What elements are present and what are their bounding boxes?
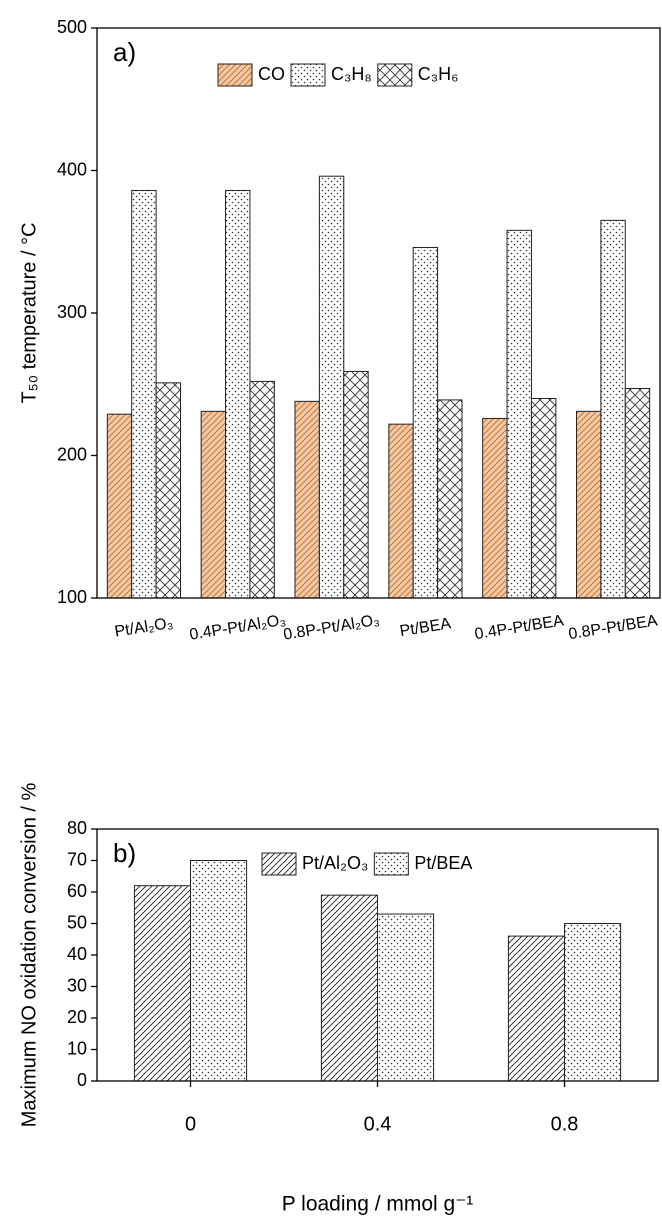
bar [155, 382, 182, 599]
bar [106, 413, 133, 599]
legend-swatch [217, 63, 253, 87]
bar [131, 189, 157, 599]
y-axis-title: T₅₀ temperature / °C [18, 222, 40, 403]
y-tick-label: 80 [67, 818, 87, 838]
y-tick-label: 10 [67, 1038, 87, 1058]
x-tick-label: 0.4P-Pt/BEA [474, 612, 566, 643]
legend-swatch [373, 852, 409, 876]
bar [507, 935, 565, 1082]
bar [200, 410, 227, 599]
y-tick-label: 500 [57, 17, 87, 37]
y-tick-label: 50 [67, 912, 87, 932]
legend-swatch [261, 852, 297, 876]
panel-label: a) [113, 37, 136, 67]
y-tick-label: 60 [67, 881, 87, 901]
bar [377, 913, 435, 1082]
bar [530, 398, 557, 599]
x-tick-label: 0.8P-Pt/Al₂O₃ [282, 612, 381, 644]
bar [133, 885, 191, 1082]
x-tick-label: 0 [185, 1113, 196, 1135]
bar [343, 370, 369, 599]
bar [482, 417, 508, 599]
bar [320, 894, 378, 1082]
x-tick-label: 0.8P-Pt/BEA [567, 612, 659, 643]
y-tick-label: 70 [67, 849, 87, 869]
x-tick-label: 0.4P-Pt/Al₂O₃ [188, 612, 287, 644]
y-tick-label: 400 [57, 159, 87, 179]
x-tick-label: Pt/Al₂O₃ [113, 615, 174, 641]
legend-swatch [377, 63, 413, 87]
bar [506, 229, 532, 599]
x-tick-label: 0.4 [364, 1113, 392, 1135]
bar [600, 219, 626, 599]
y-tick-label: 0 [77, 1070, 87, 1090]
bar [294, 400, 320, 599]
y-tick-label: 100 [57, 587, 87, 607]
bar [318, 175, 345, 599]
panel-label: b) [113, 838, 136, 868]
y-tick-label: 200 [57, 444, 87, 464]
bar [564, 923, 622, 1082]
bar [412, 246, 439, 599]
legend-label: Pt/Al₂O₃ [302, 853, 368, 873]
x-tick-label: 0.8 [551, 1113, 579, 1135]
y-tick-label: 40 [67, 944, 87, 964]
bar [190, 860, 248, 1082]
bar [388, 423, 414, 599]
bar [575, 410, 602, 599]
legend-label: C₃H₆ [418, 64, 459, 84]
y-tick-label: 30 [67, 975, 87, 995]
bar [437, 399, 463, 599]
bar [225, 189, 251, 599]
x-tick-label: Pt/BEA [399, 615, 453, 640]
legend-label: CO [258, 64, 285, 84]
legend-label: C₃H₈ [331, 64, 372, 84]
y-tick-label: 20 [67, 1007, 87, 1027]
legend-label: Pt/BEA [414, 853, 472, 873]
x-axis-title: P loading / mmol g⁻¹ [282, 1193, 474, 1216]
legend-swatch [290, 63, 326, 87]
plot-frame [96, 27, 661, 599]
bar [249, 380, 275, 599]
bar [624, 388, 651, 599]
y-tick-label: 300 [57, 302, 87, 322]
y-axis-title: Maximum NO oxidation conversion / % [18, 783, 40, 1128]
